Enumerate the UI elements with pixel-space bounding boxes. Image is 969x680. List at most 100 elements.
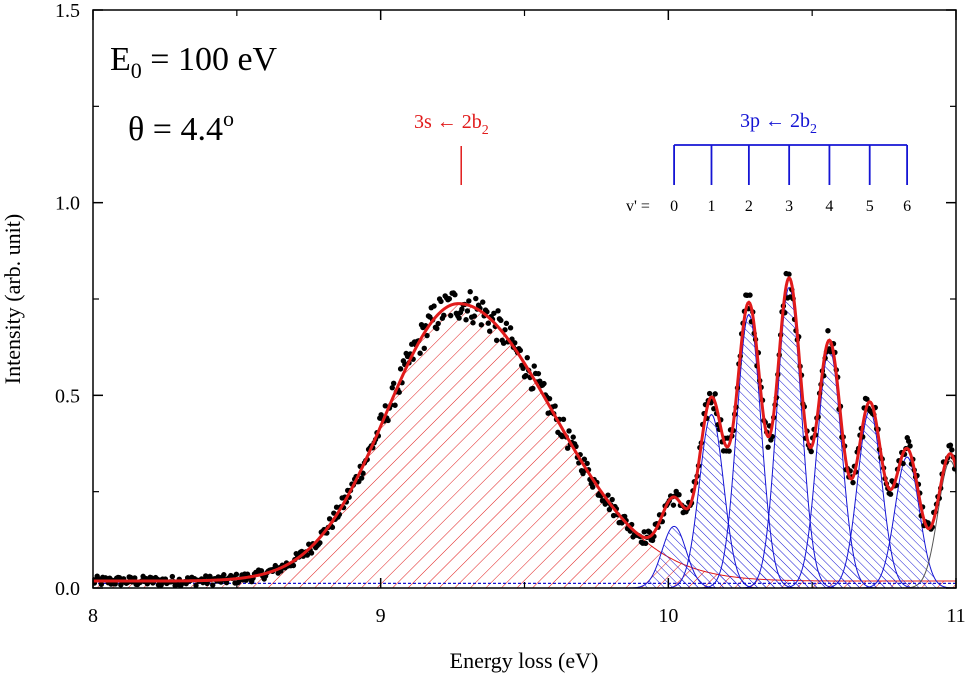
- band-3p-peak-v5: [93, 410, 956, 588]
- data-point: [193, 582, 199, 588]
- data-point: [169, 573, 176, 580]
- data-point: [864, 396, 870, 402]
- data-point: [448, 312, 454, 319]
- data-point: [446, 296, 453, 302]
- data-point: [537, 378, 543, 384]
- data-point: [552, 403, 558, 409]
- data-point: [112, 581, 118, 587]
- data-point: [441, 312, 447, 319]
- data-point: [378, 412, 384, 418]
- data-point: [947, 442, 954, 448]
- v-label: 2: [745, 198, 753, 215]
- data-point: [452, 292, 458, 298]
- data-point: [808, 448, 814, 455]
- data-point: [706, 390, 713, 397]
- data-point: [424, 332, 430, 339]
- data-point: [502, 327, 508, 333]
- data-point: [541, 380, 547, 387]
- data-point: [417, 350, 423, 356]
- data-point: [464, 308, 471, 314]
- band-3s-label: 3s ← 2b2: [414, 111, 489, 138]
- band-3p-peak-v2: [93, 313, 956, 588]
- x-axis-title: Energy loss (eV): [450, 648, 599, 673]
- data-point: [642, 540, 649, 547]
- data-point: [210, 582, 216, 588]
- data-point: [329, 524, 336, 531]
- data-point: [491, 310, 497, 316]
- x-tick-label: 8: [88, 605, 98, 627]
- data-point: [471, 313, 478, 319]
- data-point: [480, 299, 486, 305]
- data-point: [333, 504, 340, 510]
- data-point: [676, 492, 682, 498]
- data-point: [520, 365, 526, 372]
- x-tick-label: 9: [376, 605, 386, 627]
- data-point: [670, 502, 677, 508]
- data-point: [434, 325, 440, 332]
- y-tick-label: 1.0: [55, 193, 80, 215]
- fit-curve: [93, 275, 956, 583]
- data-point: [493, 337, 500, 344]
- data-point: [584, 460, 590, 467]
- data-point: [397, 366, 404, 372]
- data-point: [825, 328, 831, 334]
- data-point: [850, 479, 856, 486]
- data-point: [485, 320, 492, 326]
- data-point: [438, 298, 444, 305]
- data-point: [431, 303, 437, 309]
- data-point: [786, 271, 792, 277]
- y-tick-label: 0.5: [55, 385, 80, 407]
- data-point: [470, 320, 476, 326]
- data-point: [560, 416, 567, 422]
- data-point: [564, 445, 571, 451]
- data-point: [610, 512, 617, 519]
- data-point: [887, 491, 894, 497]
- axis-ticks: [92, 9, 957, 589]
- data-point: [507, 325, 514, 331]
- y-axis-title: Intensity (arb. unit): [0, 214, 25, 384]
- data-point: [535, 370, 542, 377]
- data-point: [530, 385, 536, 392]
- data-point: [459, 306, 465, 312]
- data-point: [566, 428, 572, 434]
- data-point: [389, 384, 395, 391]
- data-point: [308, 550, 315, 556]
- data-point: [524, 354, 530, 361]
- data-point: [546, 395, 553, 402]
- data-point: [905, 438, 912, 444]
- data-point: [725, 435, 731, 441]
- band-3p-peak-v4: [93, 348, 956, 588]
- axis-tick-labels: 8 9 10 110.00.51.01.5: [55, 0, 966, 627]
- v-prefix-label: v' =: [626, 198, 650, 215]
- data-point: [98, 581, 105, 587]
- data-point: [382, 403, 389, 409]
- energy-annotation: E0 = 100 eV: [110, 41, 278, 83]
- data-point: [609, 496, 615, 503]
- data-point: [473, 295, 479, 302]
- v-label: 4: [825, 198, 833, 215]
- data-point: [421, 345, 427, 352]
- data-point: [127, 574, 134, 581]
- data-point: [605, 492, 611, 498]
- data-point: [396, 389, 402, 395]
- data-point: [503, 320, 510, 327]
- data-point: [606, 506, 613, 513]
- data-point: [712, 391, 718, 397]
- data-point: [290, 562, 297, 569]
- data-point: [306, 541, 312, 547]
- y-tick-label: 1.5: [55, 0, 80, 22]
- data-point: [463, 317, 469, 323]
- v-label: 5: [866, 198, 874, 215]
- v-label: 0: [670, 198, 678, 215]
- data-point: [435, 320, 441, 327]
- data-point: [726, 448, 732, 454]
- data-point: [517, 347, 524, 354]
- data-point: [132, 575, 138, 581]
- data-point: [478, 322, 485, 328]
- data-point: [487, 328, 493, 334]
- fit-curve-group: [93, 275, 956, 583]
- data-point: [392, 402, 398, 408]
- v-label: 3: [785, 198, 793, 215]
- data-point: [765, 444, 771, 450]
